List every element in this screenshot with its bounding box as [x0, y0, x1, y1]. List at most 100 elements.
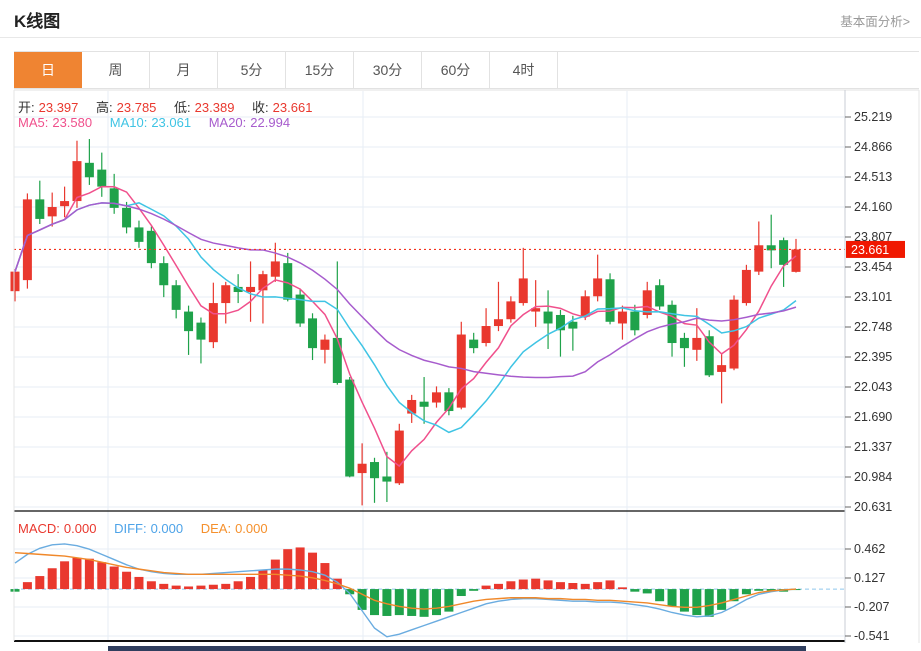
- tab-item[interactable]: 月: [150, 52, 218, 88]
- macd-bar: [10, 589, 20, 592]
- macd-bar: [679, 589, 689, 612]
- macd-bar: [60, 561, 70, 590]
- macd-bar: [84, 558, 94, 590]
- macd-bar: [456, 589, 466, 597]
- candle-body: [109, 188, 119, 208]
- candle-body: [481, 326, 491, 344]
- candle-body: [320, 339, 330, 350]
- candle-body: [580, 296, 590, 317]
- macd-tick-label: -0.541: [854, 629, 889, 643]
- high-value: 23.785: [116, 100, 157, 115]
- candle-body: [246, 286, 256, 293]
- macd-bar: [580, 583, 590, 590]
- tab-item[interactable]: 4时: [490, 52, 558, 88]
- macd-bar: [506, 581, 516, 590]
- candle-body: [270, 261, 280, 277]
- macd-bar: [345, 589, 355, 595]
- candle-body: [605, 279, 615, 322]
- macd-label: MACD:: [18, 521, 60, 536]
- chart-plot-area[interactable]: [14, 90, 919, 641]
- candle-body: [382, 476, 392, 482]
- scrollbar-thumb[interactable]: [108, 646, 806, 651]
- macd-bar: [97, 562, 107, 590]
- candle-body: [543, 311, 553, 324]
- candle-body: [47, 207, 57, 217]
- ma5-label: MA5:: [18, 115, 49, 130]
- macd-bar: [159, 583, 169, 590]
- candle-body: [221, 285, 231, 304]
- price-tick-label: 23.454: [854, 260, 892, 274]
- last-price-tag-bg: [846, 240, 905, 258]
- macd-bar: [741, 589, 751, 595]
- price-tick-label: 20.631: [854, 500, 892, 514]
- macd-bar: [407, 589, 417, 616]
- candle-body: [97, 169, 107, 187]
- tab-item[interactable]: 15分: [286, 52, 354, 88]
- macd-bar: [134, 576, 144, 590]
- candle-body: [10, 271, 20, 292]
- candle-body: [568, 321, 578, 329]
- tab-item[interactable]: 日: [14, 52, 82, 88]
- candle-body: [729, 299, 739, 369]
- macd-bar: [717, 589, 727, 610]
- candle-body: [655, 285, 665, 307]
- candle-body: [122, 207, 132, 228]
- candle-body: [518, 278, 528, 304]
- macd-tick-label: 0.127: [854, 571, 885, 585]
- candle-body: [35, 199, 45, 219]
- candle-body: [593, 278, 603, 297]
- ma20-line: [14, 202, 797, 379]
- macd-tick-label: -0.207: [854, 600, 889, 614]
- macd-legend: MACD: 0.000 DIFF: 0.000 DEA: 0.000: [18, 521, 272, 536]
- dea-value: 0.000: [235, 521, 268, 536]
- candle-body: [146, 230, 156, 264]
- macd-bar: [72, 557, 82, 590]
- candle-body: [407, 399, 417, 414]
- price-tick-label: 25.219: [854, 110, 892, 124]
- tab-bar: 日周月 5分 15分 30分 60分 4时: [14, 51, 919, 89]
- macd-bar: [184, 586, 194, 590]
- ma10-label: MA10:: [109, 115, 148, 130]
- macd-bar: [320, 563, 330, 590]
- tab-item[interactable]: 5分: [218, 52, 286, 88]
- price-tick-label: 22.043: [854, 380, 892, 394]
- candle-body: [493, 319, 503, 327]
- macd-bar: [246, 576, 256, 590]
- macd-bar: [531, 578, 541, 590]
- candle-body: [704, 336, 714, 376]
- macd-bar: [370, 589, 380, 616]
- candle-body: [184, 311, 194, 332]
- tab-item[interactable]: 周: [82, 52, 150, 88]
- price-tick-label: 21.337: [854, 440, 892, 454]
- macd-bar: [122, 571, 132, 590]
- macd-bar: [171, 585, 181, 590]
- candle-body: [431, 392, 441, 403]
- last-price-tag: 23.661: [846, 240, 905, 258]
- candle-body: [630, 311, 640, 331]
- macd-tick-label: 0.462: [854, 542, 885, 556]
- dea-label: DEA:: [200, 521, 232, 536]
- macd-bar: [568, 583, 578, 590]
- candle-body: [679, 337, 689, 349]
- macd-bar: [22, 582, 32, 590]
- tab-item[interactable]: 60分: [422, 52, 490, 88]
- ma20-value: 22.994: [250, 115, 291, 130]
- candle-body: [159, 263, 169, 286]
- macd-bar: [258, 569, 268, 590]
- candle-body: [258, 274, 268, 291]
- macd-bar: [419, 589, 429, 617]
- price-tick-label: 23.101: [854, 290, 892, 304]
- macd-bar: [617, 587, 627, 590]
- candle-body: [22, 199, 32, 281]
- price-axis: 25.219 24.866 24.513 24.160 23.807 23.454 23.1…: [845, 110, 892, 514]
- price-tick-label: 24.160: [854, 200, 892, 214]
- candle-body: [766, 245, 776, 251]
- candle-body: [208, 303, 218, 343]
- tab-item[interactable]: 30分: [354, 52, 422, 88]
- diff-label: DIFF:: [114, 521, 147, 536]
- fundamental-analysis-link[interactable]: 基本面分析>: [840, 15, 910, 29]
- macd-bar: [196, 585, 206, 590]
- last-price-tag-text: 23.661: [851, 243, 889, 257]
- candle-body: [419, 401, 429, 407]
